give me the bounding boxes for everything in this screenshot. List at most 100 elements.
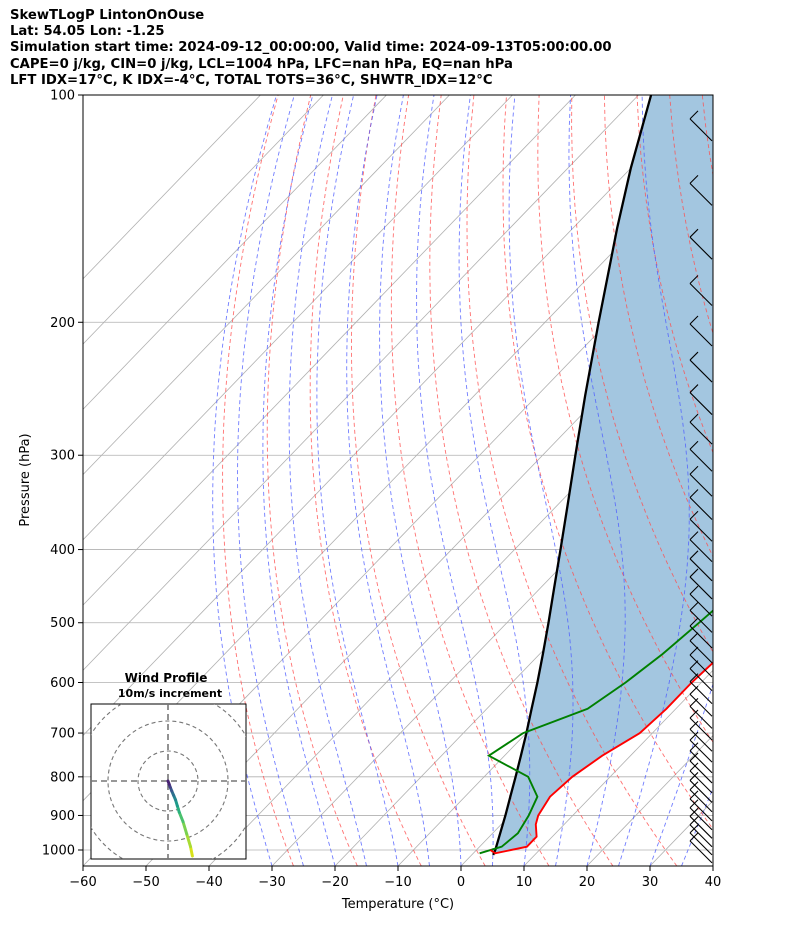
wind-barb-staff (689, 625, 713, 649)
wind-barb (689, 531, 713, 563)
wind-barb-flag (689, 174, 699, 184)
wind-barb-staff (689, 236, 713, 260)
x-tick-label: 40 (705, 875, 722, 890)
wind-barb (689, 731, 713, 763)
wind-barb (689, 110, 713, 142)
wind-barb (689, 384, 713, 415)
x-tick-label: −40 (195, 875, 222, 890)
y-tick-label: 100 (50, 89, 75, 104)
wind-barb-flag (689, 384, 699, 393)
moist-adiabat (237, 95, 304, 866)
wind-barb (689, 632, 713, 664)
wind-barb-flag (689, 752, 699, 762)
wind-barb (689, 772, 713, 803)
wind-barb-staff (689, 610, 713, 633)
isotherm-gridline (586, 734, 713, 866)
moist-adiabat (712, 864, 713, 866)
wind-barb (689, 781, 713, 813)
wind-barb-staff (689, 780, 713, 803)
x-tick-label: −60 (69, 875, 96, 890)
wind-barb-flag (689, 489, 699, 498)
hodograph-ring (107, 720, 229, 842)
moist-adiabat (416, 95, 494, 866)
parcel-profile-line (492, 95, 653, 856)
x-tick-label: −10 (384, 875, 411, 890)
wind-barb-flag (689, 275, 699, 284)
cape-cin-fill (490, 95, 713, 855)
wind-barb (689, 550, 713, 582)
dry-adiabat (429, 95, 614, 866)
wind-barb-staff (689, 283, 713, 306)
moist-adiabat (458, 95, 531, 866)
chart-header: SkewTLogP LintonOnOuse Lat: 54.05 Lon: -… (10, 8, 612, 89)
wind-barb-staff (689, 668, 713, 691)
isotherm-gridline (83, 95, 387, 410)
wind-barb-staff (689, 539, 713, 563)
y-axis-label: Pressure (hPa) (18, 433, 33, 526)
wind-barb-flag (689, 709, 699, 719)
dry-adiabat (603, 95, 713, 558)
wind-barb-staff (689, 473, 713, 497)
y-tick-label: 300 (50, 449, 75, 464)
wind-barb-flag (689, 531, 699, 541)
wind-barb-staff (689, 421, 713, 445)
wind-barb-flag (689, 697, 699, 707)
wind-barb (689, 228, 713, 260)
wind-barb-staff (689, 728, 713, 752)
wind-barb-staff (689, 593, 713, 617)
wind-barb (689, 742, 713, 774)
wind-barb (689, 465, 713, 497)
x-tick-label: −30 (258, 875, 285, 890)
wind-barb-staff (689, 824, 713, 848)
dry-adiabat (502, 95, 713, 830)
wind-barb (689, 617, 713, 649)
wind-barb-staff (689, 693, 713, 717)
wind-barb-flag (689, 781, 699, 791)
isotherm-gridline (83, 95, 513, 541)
wind-barb (689, 752, 713, 784)
isotherm-gridline (523, 669, 713, 866)
indices-line-2: LFT IDX=17°C, K IDX=-4°C, TOTAL TOTS=36°… (10, 72, 493, 88)
wind-barb-flag (689, 351, 699, 361)
moist-adiabat (262, 95, 336, 866)
wind-barb-flag (689, 568, 699, 578)
dry-adiabat (768, 95, 794, 866)
wind-barb (689, 832, 713, 864)
dry-adiabat (351, 95, 486, 866)
moist-adiabat (316, 95, 399, 866)
time-line: Simulation start time: 2024-09-12_00:00:… (10, 40, 612, 56)
wind-barb-staff (689, 798, 713, 822)
wind-barb (689, 762, 713, 794)
wind-barb (689, 646, 713, 678)
wind-barb-staff (689, 448, 713, 472)
wind-barb-staff (689, 576, 713, 600)
wind-barb (689, 816, 713, 848)
dry-adiabat (537, 95, 713, 743)
wind-barb-staff (689, 717, 713, 741)
wind-barb-flag (689, 772, 699, 781)
wind-barb-flag (689, 550, 699, 560)
isotherm-gridline (83, 95, 450, 476)
dry-adiabat (735, 95, 794, 866)
wind-barb (689, 799, 713, 831)
wind-barb-staff (689, 558, 713, 582)
temperature-profile-line (489, 661, 713, 855)
hodograph-segment (185, 832, 192, 849)
isotherm-gridline (83, 95, 261, 280)
wind-barb-staff (689, 789, 713, 813)
location-line: Lat: 54.05 Lon: -1.25 (10, 24, 165, 40)
wind-barb (689, 568, 713, 600)
wind-barb-staff (689, 840, 713, 864)
hodograph-ring (137, 750, 199, 812)
dry-adiabat (266, 95, 358, 866)
wind-barb (689, 315, 713, 347)
isotherm-gridline (712, 865, 713, 866)
moist-adiabat (649, 682, 713, 866)
dry-adiabat (571, 95, 713, 653)
y-tick-label: 400 (50, 543, 75, 558)
x-tick-label: −50 (132, 875, 159, 890)
wind-barb-flag (689, 617, 699, 627)
wind-barb-flag (689, 742, 699, 752)
hodograph-title: Wind Profile (125, 671, 208, 685)
wind-barb-flag (689, 440, 699, 450)
